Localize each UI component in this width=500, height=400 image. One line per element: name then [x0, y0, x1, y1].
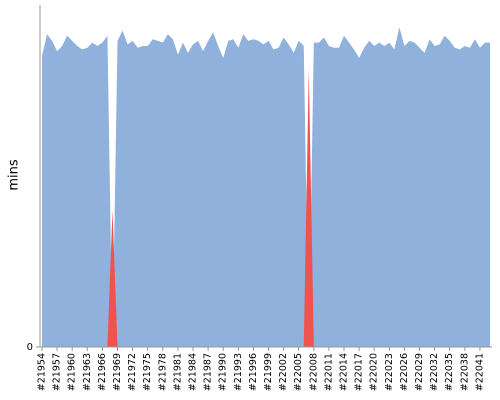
x-tick-label: #22032 [429, 353, 440, 391]
x-tick-label: #21966 [97, 353, 108, 391]
x-tick-label: #21993 [233, 353, 244, 391]
x-tick-label: #22017 [354, 353, 365, 391]
x-tick-label: #22041 [474, 353, 485, 391]
x-tick-label: #22029 [414, 353, 425, 391]
x-tick-label: #22002 [278, 353, 289, 391]
x-tick-label: #21972 [127, 353, 138, 391]
x-tick-label: #21999 [263, 353, 274, 391]
x-tick-label: #21960 [67, 353, 78, 391]
x-tick-label: #21990 [218, 353, 229, 391]
x-tick-label: #21963 [82, 353, 93, 391]
x-tick-label: #21981 [172, 353, 183, 391]
x-tick-label: #21969 [112, 353, 123, 391]
x-tick-label: #22038 [459, 353, 470, 391]
x-tick-label: #21957 [52, 353, 63, 391]
x-tick-label: #21987 [203, 353, 214, 391]
x-tick-label: #21996 [248, 353, 259, 391]
x-tick-label: #22005 [293, 353, 304, 391]
x-tick-label: #21954 [37, 353, 48, 391]
x-tick-label: #22008 [308, 353, 319, 391]
x-tick-label: #21975 [142, 353, 153, 391]
area [42, 27, 490, 347]
x-tick-label: #22020 [369, 353, 380, 391]
x-tick-label: #22023 [384, 353, 395, 391]
x-tick-label: #22035 [444, 353, 455, 391]
y-tick-label: 0 [27, 342, 33, 353]
x-tick-label: #22014 [339, 353, 350, 391]
x-tick-label: #21978 [157, 353, 168, 391]
x-tick-label: #22026 [399, 353, 410, 391]
y-axis-label: mins [7, 159, 22, 191]
x-tick-label: #21984 [188, 353, 199, 391]
x-tick-label: #22011 [323, 353, 334, 391]
